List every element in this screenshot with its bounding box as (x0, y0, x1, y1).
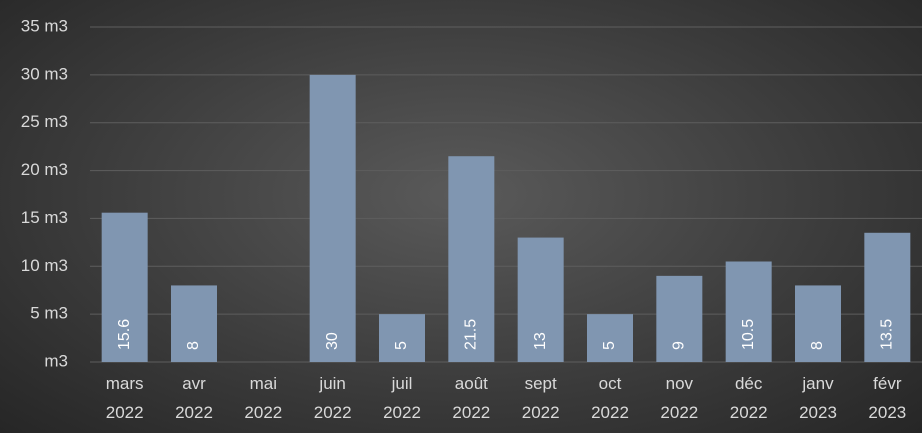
x-tick-label: nov 2022 (660, 374, 698, 422)
x-tick-label: sept 2022 (522, 374, 560, 422)
x-tick-month: avr (182, 374, 206, 393)
y-tick-label: 35 m3 (21, 16, 68, 35)
x-tick-month: juin (318, 374, 345, 393)
data-label: 30 (324, 332, 341, 350)
x-tick-month: nov (666, 374, 694, 393)
data-label: 13 (532, 332, 549, 350)
data-label: 8 (185, 341, 202, 350)
x-tick-label: févr 2023 (868, 374, 906, 422)
bar (309, 74, 356, 362)
bar (725, 261, 772, 362)
y-tick-label: 10 m3 (21, 256, 68, 275)
x-tick-year: 2023 (868, 403, 906, 422)
x-tick-month: août (455, 374, 488, 393)
bar (587, 314, 633, 362)
bar (795, 285, 841, 362)
y-tick-label: 15 m3 (21, 208, 68, 227)
x-tick-year: 2022 (244, 403, 282, 422)
y-tick-label: 20 m3 (21, 160, 68, 179)
x-tick-year: 2022 (660, 403, 698, 422)
x-tick-label: mai 2022 (244, 374, 282, 422)
x-tick-year: 2022 (106, 403, 144, 422)
y-tick-label: 25 m3 (21, 112, 68, 131)
x-tick-month: juil (391, 374, 413, 393)
bar (517, 237, 564, 362)
x-tick-year: 2022 (383, 403, 421, 422)
data-label: 9 (671, 341, 688, 350)
x-tick-month: mai (250, 374, 277, 393)
bar (864, 232, 911, 362)
data-label: 15.6 (116, 319, 133, 350)
bar (379, 314, 425, 362)
x-tick-label: janv 2023 (799, 374, 837, 422)
x-tick-year: 2022 (314, 403, 352, 422)
bar (101, 212, 148, 362)
data-label: 13.5 (879, 319, 896, 350)
x-tick-month: janv (801, 374, 834, 393)
x-tick-year: 2023 (799, 403, 837, 422)
data-label: 5 (601, 341, 618, 350)
data-label: 21.5 (463, 319, 480, 350)
data-label: 10.5 (740, 319, 757, 350)
x-tick-label: oct 2022 (591, 374, 629, 422)
x-tick-year: 2022 (175, 403, 213, 422)
y-tick-label: 5 m3 (30, 304, 68, 323)
x-tick-label: avr 2022 (175, 374, 213, 422)
x-tick-year: 2022 (522, 403, 560, 422)
bar (171, 285, 217, 362)
y-tick-label: m3 (44, 351, 68, 370)
x-tick-year: 2022 (730, 403, 768, 422)
bar (448, 156, 495, 362)
x-tick-label: juin 2022 (314, 374, 352, 422)
bar (656, 275, 703, 362)
data-label: 8 (809, 341, 826, 350)
x-tick-label: juil 2022 (383, 374, 421, 422)
x-tick-label: août 2022 (452, 374, 490, 422)
x-tick-month: mars (106, 374, 144, 393)
x-tick-label: déc 2022 (730, 374, 768, 422)
x-tick-month: sept (525, 374, 557, 393)
x-tick-year: 2022 (591, 403, 629, 422)
y-tick-label: 30 m3 (21, 64, 68, 83)
x-tick-month: oct (599, 374, 622, 393)
x-tick-month: févr (873, 374, 902, 393)
data-label: 5 (393, 341, 410, 350)
x-tick-label: mars 2022 (106, 374, 144, 422)
x-tick-month: déc (735, 374, 763, 393)
x-tick-year: 2022 (452, 403, 490, 422)
